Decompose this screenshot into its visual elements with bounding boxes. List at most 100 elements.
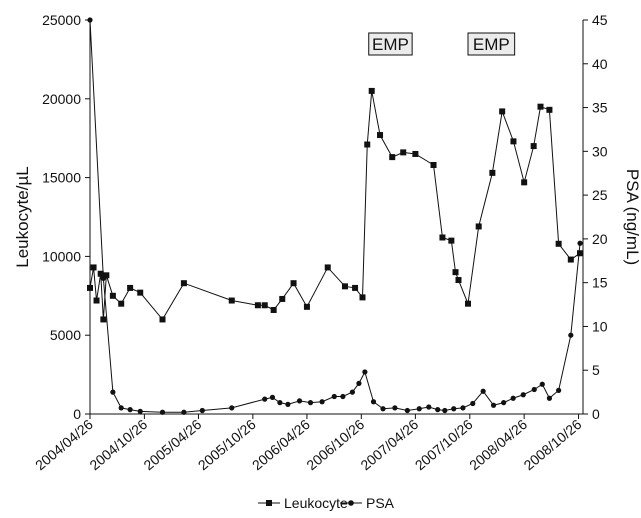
y-right-tick-label: 20	[592, 231, 608, 247]
leukocyte-point	[546, 106, 553, 113]
emp-box	[467, 32, 516, 56]
psa-point	[181, 409, 187, 415]
leukocyte-point	[93, 297, 100, 304]
leukocyte-point	[180, 280, 187, 287]
leukocyte-point	[452, 269, 459, 276]
psa-point	[199, 407, 205, 414]
x-tick-label: 2008/04/26	[466, 416, 530, 473]
y-left-tick-label: 20000	[42, 91, 81, 107]
y-left-tick-label: 5000	[50, 327, 81, 343]
psa-line	[89, 19, 581, 413]
psa-point	[531, 386, 537, 393]
leukocyte-point	[499, 108, 506, 115]
emp-annotations: EMP EMP	[368, 32, 516, 56]
psa-point	[392, 405, 398, 411]
y-right-tick-label: 5	[592, 362, 600, 378]
psa-point	[556, 387, 562, 393]
psa-point	[137, 408, 143, 414]
x-tick-label: 2005/04/26	[140, 416, 204, 473]
y-right-tick-label: 10	[592, 318, 608, 334]
psa-point	[510, 395, 516, 401]
leukocyte-point	[464, 300, 471, 307]
x-tick-label: 2008/10/26	[521, 416, 585, 473]
psa-point	[416, 406, 422, 412]
legend-label: Leukocyte	[284, 495, 348, 511]
psa-point	[539, 381, 545, 387]
y-right-tick-label: 0	[592, 406, 600, 422]
leukocyte-point	[100, 316, 107, 323]
psa-point	[501, 400, 507, 406]
leukocyte-point	[389, 154, 396, 161]
psa-point	[362, 369, 368, 375]
psa-point	[577, 240, 583, 246]
psa-point	[442, 407, 448, 414]
leukocyte-point	[530, 143, 537, 150]
psa-point	[127, 407, 133, 413]
leukocyte-point	[270, 306, 277, 313]
leukocyte-point	[521, 179, 528, 186]
leukocyte-point	[303, 303, 310, 310]
emp-label: EMP	[473, 35, 510, 54]
leukocyte-point	[400, 149, 407, 156]
legend-marker-square	[266, 500, 272, 506]
leukocyte-point	[439, 234, 446, 241]
x-tick-label: 2004/04/26	[32, 416, 96, 473]
legend: Leukocyte PSA	[258, 495, 395, 511]
psa-point	[568, 332, 574, 338]
psa-point	[470, 400, 476, 407]
leukocyte-point	[359, 294, 366, 301]
leukocyte-point	[555, 240, 562, 247]
y-right-tick-label: 40	[592, 56, 608, 72]
psa-point	[451, 406, 457, 412]
y-right-tick-label: 45	[592, 12, 608, 28]
chart-series	[87, 17, 584, 415]
y-right-tick-label: 25	[592, 187, 608, 203]
psa-point	[262, 396, 268, 402]
psa-point	[460, 405, 466, 411]
leukocyte-point	[537, 103, 544, 110]
leukocyte-point	[364, 141, 371, 148]
chart-axes: 0 5000 10000 15000 20000 25000 0 5 10 15 20 25 30 35 4…	[32, 12, 608, 473]
leukocyte-point	[489, 169, 496, 176]
psa-point	[426, 404, 432, 410]
x-tick-label: 2006/04/26	[249, 416, 313, 473]
psa-point	[269, 394, 276, 400]
y-right-tick-label: 30	[592, 143, 608, 159]
psa-point	[380, 406, 386, 412]
psa-point	[285, 401, 291, 407]
psa-point	[370, 399, 377, 405]
psa-point	[356, 380, 362, 386]
leukocyte-point	[254, 302, 261, 309]
y-axis-left-title: Leukocyte/µL	[13, 166, 32, 267]
y-left-tick-label: 25000	[42, 12, 81, 28]
psa-point	[277, 400, 283, 406]
leukocyte-point	[290, 280, 297, 287]
leukocyte-point	[475, 223, 482, 230]
leukocyte-point	[127, 284, 134, 291]
leukocyte-point	[228, 297, 235, 304]
psa-point	[546, 395, 553, 401]
y-left-tick-label: 15000	[42, 170, 81, 186]
psa-point	[319, 399, 325, 405]
psa-point	[307, 400, 314, 406]
leukocyte-point	[118, 300, 125, 307]
psa-point	[490, 402, 497, 408]
legend-label: PSA	[366, 495, 395, 511]
psa-point	[331, 393, 337, 400]
leukocyte-point	[567, 256, 574, 263]
leukocyte-point	[341, 283, 348, 290]
leukocyte-point	[103, 272, 110, 279]
psa-point	[110, 389, 116, 395]
leukocyte-point	[324, 264, 331, 271]
psa-point	[87, 17, 93, 23]
leukocyte-point	[109, 292, 116, 299]
y-axis-right-title: PSA (ng/mL)	[623, 169, 641, 265]
x-tick-label: 2007/10/26	[412, 416, 476, 473]
leukocyte-point	[448, 237, 455, 244]
leukocyte-point	[412, 150, 419, 157]
y-right-tick-label: 35	[592, 100, 608, 116]
leukocyte-point	[455, 277, 462, 284]
x-tick-label: 2004/10/26	[86, 416, 150, 473]
psa-point	[480, 388, 486, 394]
